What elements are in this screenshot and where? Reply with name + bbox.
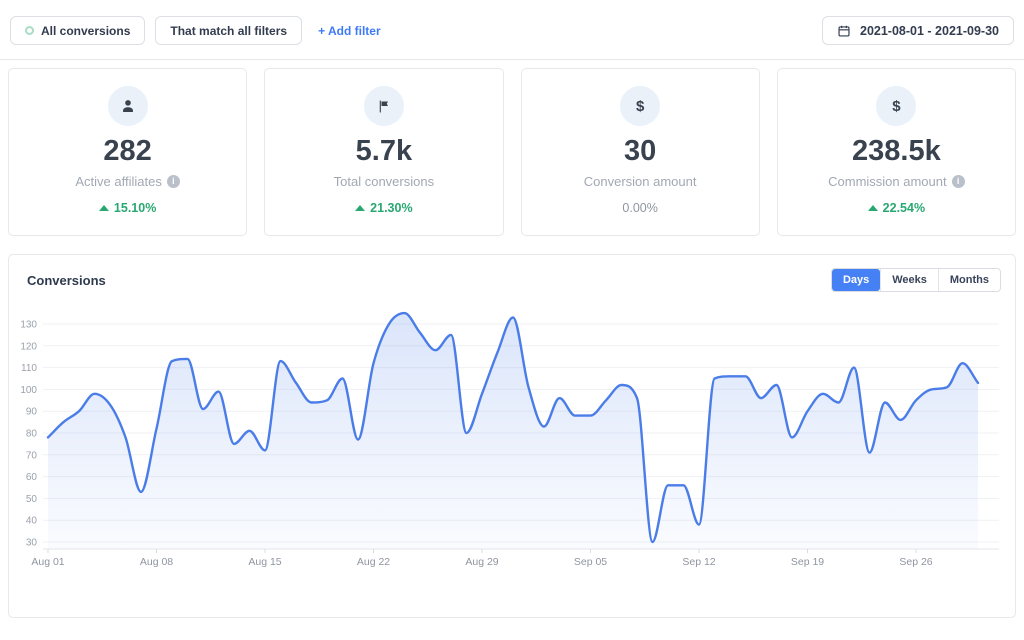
dollar-icon: $ — [876, 86, 917, 126]
svg-text:30: 30 — [26, 538, 38, 549]
svg-text:70: 70 — [26, 450, 38, 461]
calendar-icon — [837, 24, 851, 38]
svg-text:60: 60 — [26, 472, 38, 483]
svg-text:Aug 01: Aug 01 — [31, 556, 64, 568]
add-filter-button[interactable]: + Add filter — [318, 23, 381, 38]
stat-value: 5.7k — [355, 135, 413, 167]
svg-text:40: 40 — [26, 516, 38, 527]
tab-days[interactable]: Days — [831, 269, 881, 291]
stat-delta: 21.30% — [265, 201, 502, 215]
tab-weeks[interactable]: Weeks — [880, 269, 938, 291]
stat-card-conversion-amount: $ 30 Conversion amount 0.00% — [520, 68, 760, 236]
svg-text:Sep 05: Sep 05 — [574, 556, 607, 568]
stat-delta: 0.00% — [622, 201, 658, 215]
match-all-filters-label: That match all filters — [170, 23, 288, 38]
stat-label: Active affiliates i — [9, 174, 246, 189]
flag-icon — [363, 86, 404, 126]
conversions-panel-header: Conversions Days Weeks Months — [9, 255, 1015, 292]
svg-text:Sep 12: Sep 12 — [682, 556, 715, 568]
stat-delta: 15.10% — [9, 201, 246, 215]
info-icon[interactable]: i — [166, 175, 180, 188]
all-conversions-button[interactable]: All conversions — [10, 16, 146, 45]
stat-cards-row: 282 Active affiliates i 15.10% 5.7k Tota… — [8, 68, 1016, 236]
svg-text:Sep 26: Sep 26 — [899, 556, 932, 568]
up-arrow-icon — [98, 205, 109, 211]
user-icon — [107, 86, 148, 126]
info-icon[interactable]: i — [951, 175, 965, 188]
svg-text:130: 130 — [20, 320, 37, 331]
all-conversions-label: All conversions — [41, 23, 131, 38]
date-range-picker[interactable]: 2021-08-01 - 2021-09-30 — [822, 16, 1014, 45]
stat-card-total-conversions: 5.7k Total conversions 21.30% — [264, 68, 504, 236]
range-toggle-group: Days Weeks Months — [830, 268, 1001, 292]
date-range-value: 2021-08-01 - 2021-09-30 — [860, 23, 999, 38]
conversions-area-chart: 30 40 50 60 70 80 90 100 110 120 130 Aug 01 Aug 08 Au… — [20, 311, 999, 568]
match-all-filters-button[interactable]: That match all filters — [155, 16, 303, 45]
filter-bar: All conversions That match all filters +… — [0, 0, 1024, 60]
radio-circle-icon — [25, 26, 34, 35]
svg-text:Aug 08: Aug 08 — [140, 556, 173, 568]
up-arrow-icon — [355, 205, 366, 211]
svg-text:90: 90 — [26, 407, 38, 418]
svg-text:80: 80 — [26, 429, 38, 440]
stat-card-commission-amount: $ 238.5k Commission amount i 22.54% — [776, 68, 1016, 236]
svg-text:50: 50 — [26, 494, 38, 505]
stat-value: 238.5k — [852, 135, 941, 167]
svg-text:100: 100 — [20, 385, 37, 396]
svg-text:Aug 22: Aug 22 — [357, 556, 390, 568]
svg-text:120: 120 — [20, 341, 37, 352]
dollar-icon: $ — [620, 86, 661, 126]
conversions-panel: Conversions Days Weeks Months 30 40 50 60 70… — [8, 254, 1016, 618]
stat-label: Total conversions — [333, 174, 435, 189]
up-arrow-icon — [867, 205, 878, 211]
svg-text:Sep 19: Sep 19 — [791, 556, 824, 568]
stat-label: Conversion amount — [583, 174, 697, 189]
tab-months[interactable]: Months — [937, 269, 1000, 291]
svg-text:Aug 15: Aug 15 — [248, 556, 281, 568]
stat-value: 282 — [103, 135, 152, 167]
stat-delta: 22.54% — [778, 201, 1015, 215]
svg-text:110: 110 — [21, 363, 37, 374]
stat-value: 30 — [623, 135, 657, 167]
stat-card-active-affiliates: 282 Active affiliates i 15.10% — [8, 68, 248, 236]
svg-text:Aug 29: Aug 29 — [465, 556, 498, 568]
panel-title: Conversions — [27, 272, 106, 288]
stat-label: Commission amount i — [778, 174, 1015, 189]
